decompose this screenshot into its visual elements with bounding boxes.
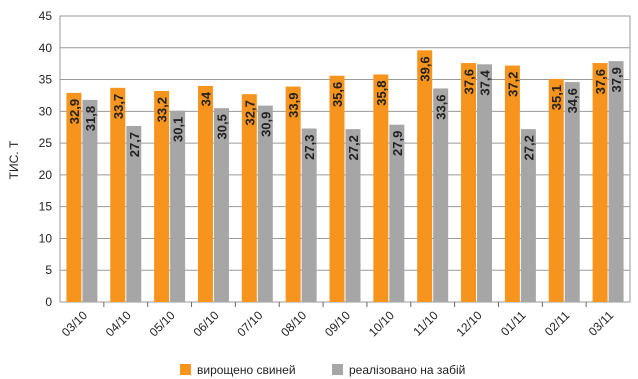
- data-label-grown: 37,2: [505, 72, 520, 97]
- bar-grown: [461, 63, 477, 302]
- x-tick-label: 01/11: [498, 308, 529, 339]
- data-label-sold: 30,1: [171, 117, 186, 142]
- legend-swatch-sold: [332, 364, 343, 375]
- y-tick-label: 5: [45, 263, 52, 277]
- data-label-grown: 33,2: [155, 97, 170, 122]
- data-label-sold: 31,8: [83, 106, 98, 131]
- bar-grown: [329, 75, 345, 303]
- bar-sold: [520, 129, 536, 302]
- y-tick-label: 20: [39, 168, 53, 182]
- y-tick-label: 25: [39, 136, 53, 150]
- x-tick-label: 05/10: [147, 308, 178, 339]
- y-tick-label: 40: [39, 41, 53, 55]
- bar-grown: [373, 74, 389, 303]
- bar-grown: [66, 92, 82, 302]
- bar-grown: [241, 94, 257, 302]
- bar-grown: [592, 63, 608, 302]
- data-label-grown: 35,6: [330, 82, 345, 107]
- x-tick-label: 10/10: [366, 308, 397, 339]
- data-label-sold: 33,6: [434, 94, 449, 119]
- data-label-sold: 30,5: [214, 114, 229, 139]
- x-tick-label: 03/10: [59, 308, 90, 339]
- data-label-grown: 34: [198, 91, 213, 106]
- bar-grown: [504, 65, 520, 302]
- y-tick-label: 45: [39, 9, 53, 23]
- data-label-grown: 35,1: [549, 85, 564, 110]
- bar-sold: [345, 129, 361, 302]
- bar-sold: [82, 99, 98, 302]
- x-tick-label: 07/10: [234, 308, 265, 339]
- bar-sold: [126, 125, 142, 302]
- bar-grown: [548, 78, 564, 302]
- data-label-sold: 37,9: [609, 67, 624, 92]
- bar-sold: [608, 61, 624, 302]
- data-label-sold: 27,7: [127, 132, 142, 157]
- bar-sold: [213, 108, 229, 303]
- bar-grown: [110, 87, 126, 302]
- legend: вирощено свиней реалізовано на забій: [180, 363, 465, 377]
- data-label-grown: 39,6: [418, 56, 433, 81]
- bar-grown: [417, 50, 433, 302]
- data-label-grown: 33,7: [111, 94, 126, 119]
- data-label-sold: 27,2: [346, 135, 361, 160]
- y-axis-label: ТИС. Т: [7, 140, 21, 179]
- bars-layer: [66, 50, 624, 303]
- data-label-grown: 35,8: [374, 80, 389, 105]
- y-tick-label: 10: [39, 231, 53, 245]
- data-label-sold: 27,3: [302, 134, 317, 159]
- y-tick-label: 30: [39, 104, 53, 118]
- y-tick-label: 0: [45, 295, 52, 309]
- x-tick-label: 12/10: [454, 308, 485, 339]
- data-label-sold: 27,9: [390, 131, 405, 156]
- bar-grown: [285, 86, 301, 303]
- bar-sold: [433, 88, 449, 302]
- bar-grown: [154, 90, 170, 303]
- data-label-sold: 34,6: [565, 88, 580, 113]
- bar-sold: [564, 82, 580, 302]
- data-label-grown: 32,9: [67, 99, 82, 124]
- x-tick-label: 09/10: [322, 308, 353, 339]
- grid-layer: [59, 15, 631, 303]
- data-label-grown: 32,7: [242, 100, 257, 125]
- x-tick-label: 03/11: [586, 308, 617, 339]
- bar-sold: [389, 124, 405, 303]
- x-tick-label: 11/10: [410, 308, 441, 339]
- x-tick-label: 04/10: [103, 308, 134, 339]
- bar-grown: [197, 85, 213, 303]
- x-tick-label: 08/10: [278, 308, 309, 339]
- data-label-sold: 27,2: [521, 135, 536, 160]
- y-tick-label: 15: [39, 200, 53, 214]
- data-label-sold: 37,4: [478, 70, 493, 96]
- data-label-sold: 30,9: [258, 112, 273, 137]
- data-label-grown: 33,9: [286, 93, 301, 118]
- x-tick-label: 06/10: [190, 308, 221, 339]
- bar-sold: [257, 105, 273, 302]
- bar-sold: [301, 128, 317, 302]
- data-label-grown: 37,6: [462, 69, 477, 94]
- x-tick-label: 02/11: [542, 308, 573, 339]
- data-label-grown: 37,6: [593, 69, 608, 94]
- plot-area: [59, 15, 631, 303]
- bar-sold: [477, 64, 493, 303]
- bar-sold: [170, 110, 186, 302]
- legend-label-grown: вирощено свиней: [197, 363, 296, 377]
- legend-swatch-grown: [180, 364, 191, 375]
- legend-label-sold: реалізовано на забій: [349, 363, 465, 377]
- y-tick-label: 35: [39, 73, 53, 87]
